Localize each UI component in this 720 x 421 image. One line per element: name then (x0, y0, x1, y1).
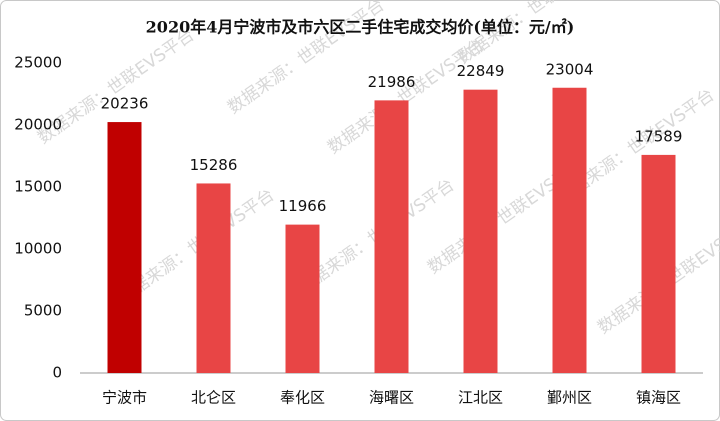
bar (196, 183, 231, 373)
data-label: 22849 (457, 62, 505, 80)
bar (552, 87, 587, 373)
x-tick-label: 北仑区 (191, 389, 236, 407)
data-label: 17589 (635, 127, 683, 145)
x-tick-label: 宁波市 (102, 389, 147, 407)
y-tick-label: 20000 (14, 116, 62, 134)
x-tick-label: 镇海区 (636, 389, 681, 407)
x-tick-label: 海曙区 (369, 389, 414, 407)
y-tick-label: 0 (52, 364, 62, 382)
data-label: 20236 (101, 95, 149, 113)
y-tick-label: 25000 (14, 54, 62, 72)
x-tick-label: 江北区 (458, 389, 503, 407)
bar (641, 154, 676, 373)
data-label: 21986 (368, 73, 416, 91)
y-tick-label: 5000 (24, 302, 62, 320)
bar (285, 224, 320, 373)
y-tick-label: 10000 (14, 240, 62, 258)
bar (463, 89, 498, 374)
data-label: 23004 (546, 60, 594, 78)
bar (374, 100, 409, 373)
y-tick-label: 15000 (14, 178, 62, 196)
bar (107, 122, 142, 373)
data-label: 11966 (279, 197, 327, 215)
data-label: 15286 (190, 156, 238, 174)
x-tick-label: 奉化区 (280, 389, 325, 407)
chart-title: 2020年4月宁波市及市六区二手住宅成交均价(单位：元/㎡) (146, 18, 575, 37)
x-tick-label: 鄞州区 (547, 389, 592, 407)
